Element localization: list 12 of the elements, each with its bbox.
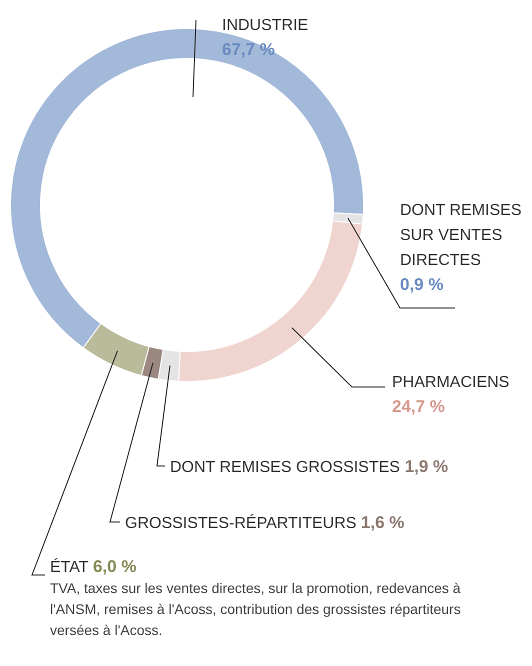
data-label: 6,0 % <box>92 557 136 576</box>
data-label: 24,7 % <box>392 397 445 416</box>
data-label: 1,9 % <box>404 457 448 476</box>
slice-label: PHARMACIENS <box>392 374 510 391</box>
slice-label: GROSSISTES-RÉPARTITEURS <box>125 514 356 532</box>
slice-label: INDUSTRIE <box>222 17 308 34</box>
text: TVA, taxes sur les ventes directes, sur la promotion, redevances à l'ANSM, remises à l'Acoss, contribution des grossistes répartiteurs versées à l'Acoss. <box>50 580 461 638</box>
data-label: 0,9 % <box>400 275 444 294</box>
slice-label: DONT REMISES GROSSISTES <box>170 459 400 476</box>
slice-label: ÉTAT <box>50 558 89 576</box>
slice-label: DONT REMISES SUR VENTES DIRECTES <box>400 202 522 269</box>
data-label: 1,6 % <box>360 513 404 532</box>
